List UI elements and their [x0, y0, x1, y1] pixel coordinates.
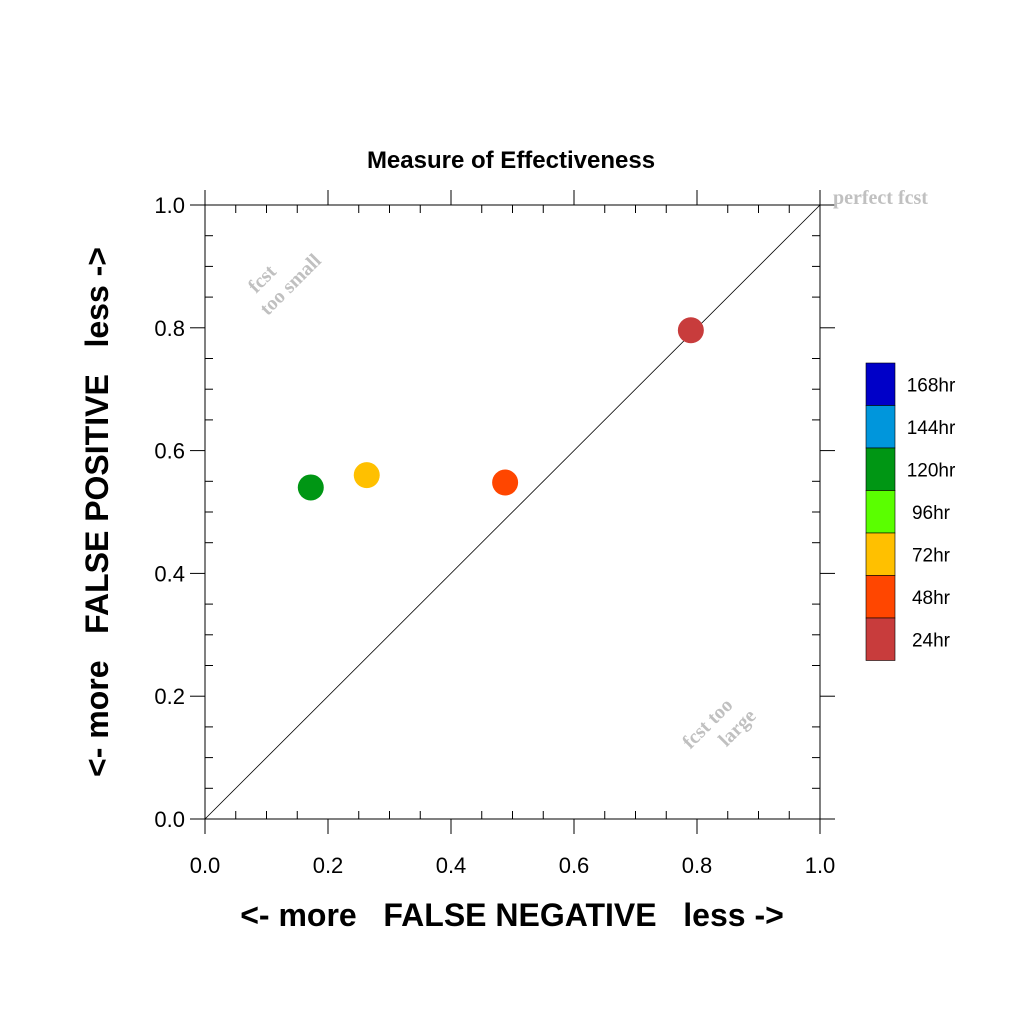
legend-swatch-168hr: [865, 362, 896, 406]
legend: 168hr 144hr 120hr 96hr 72hr 48hr 24hr: [865, 362, 956, 661]
legend-swatch-48hr: [865, 575, 896, 619]
y-axis-label: <- more FALSE POSITIVE less ->: [79, 247, 115, 777]
legend-label: 96hr: [912, 503, 951, 524]
legend-label: 120hr: [907, 460, 956, 481]
x-tick-label: 0.4: [436, 853, 467, 878]
legend-label: 48hr: [912, 588, 951, 609]
plot-area: 0.0 0.2 0.4 0.6 0.8 1.0 0.0 0.2 0.4 0.6 0.8 1.0 perf…: [154, 187, 928, 878]
legend-label: 24hr: [912, 630, 951, 651]
data-point-48hr: [492, 469, 519, 496]
annotation-perfect-fcst: perfect fcst: [833, 187, 928, 209]
data-point-72hr: [353, 462, 380, 489]
y-tick-label: 0.8: [154, 316, 185, 341]
y-tick-label: 0.2: [154, 684, 185, 709]
x-tick-label: 0.0: [190, 853, 221, 878]
legend-swatch-96hr: [865, 490, 896, 534]
legend-swatch-24hr: [865, 617, 896, 661]
y-tick-label: 0.0: [154, 807, 185, 832]
legend-label: 72hr: [912, 545, 951, 566]
legend-label: 144hr: [907, 418, 956, 439]
x-tick-label: 0.6: [559, 853, 590, 878]
chart-title: Measure of Effectiveness: [367, 147, 655, 174]
x-tick-label: 0.8: [682, 853, 713, 878]
legend-swatch-120hr: [865, 447, 896, 491]
data-point-120hr: [297, 474, 324, 501]
diagonal-line: [204, 204, 821, 820]
legend-label: 168hr: [907, 375, 956, 396]
x-axis-label: <- more FALSE NEGATIVE less ->: [240, 897, 784, 933]
x-tick-label: 0.2: [313, 853, 344, 878]
y-tick-label: 0.4: [154, 561, 185, 586]
legend-swatch-72hr: [865, 532, 896, 576]
y-tick-label: 0.6: [154, 439, 185, 464]
y-tick-label: 1.0: [154, 193, 185, 218]
data-point-24hr: [677, 317, 704, 344]
legend-swatch-144hr: [865, 405, 896, 449]
x-tick-label: 1.0: [805, 853, 836, 878]
